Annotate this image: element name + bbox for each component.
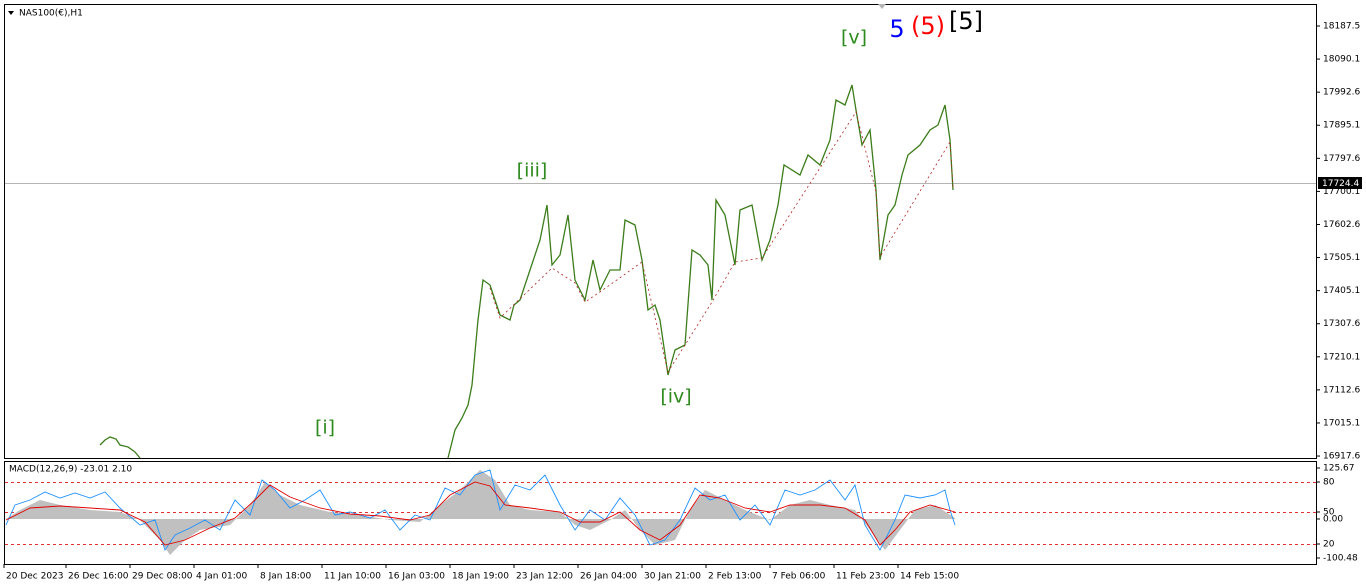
macd-axis-label: -100.48 bbox=[1323, 554, 1358, 564]
price-label: 17112.6 bbox=[1323, 385, 1360, 395]
macd-axis-label: 80 bbox=[1323, 478, 1335, 488]
macd-panel bbox=[4, 461, 1317, 565]
shift-marker bbox=[878, 4, 886, 9]
price-label: 18090.1 bbox=[1323, 55, 1360, 65]
macd-label: MACD(12,26,9) -23.01 2.10 bbox=[9, 465, 132, 475]
price-label: 17307.6 bbox=[1323, 319, 1360, 329]
time-label: 11 Feb 23:00 bbox=[836, 572, 895, 582]
price-label: 17797.6 bbox=[1323, 154, 1360, 164]
macd-axis-label: 50 bbox=[1323, 508, 1335, 518]
price-label: 17992.6 bbox=[1323, 88, 1360, 98]
macd-histogram bbox=[6, 470, 955, 555]
price-label: 17405.1 bbox=[1323, 286, 1360, 296]
time-label: 20 Dec 2023 bbox=[6, 572, 64, 582]
price-label: 17700.1 bbox=[1323, 187, 1360, 197]
price-panel bbox=[4, 4, 1317, 459]
wave-label: [5] bbox=[949, 7, 983, 35]
macd-axis-label: 0.00 bbox=[1323, 515, 1343, 525]
price-label: 18187.5 bbox=[1323, 22, 1360, 32]
wave-label: [i] bbox=[315, 417, 335, 439]
time-label: 23 Jan 12:00 bbox=[516, 572, 573, 582]
wave-label: [iii] bbox=[517, 160, 548, 182]
price-label: 17602.6 bbox=[1323, 220, 1360, 230]
macd-line bbox=[5, 469, 956, 552]
current-price-box bbox=[1318, 177, 1362, 189]
wave-label: [iv] bbox=[660, 386, 691, 408]
price-label: 16917.6 bbox=[1323, 452, 1360, 462]
price-series bbox=[99, 436, 141, 459]
time-label: 29 Dec 08:00 bbox=[132, 572, 193, 582]
price-label: 17210.1 bbox=[1323, 352, 1360, 362]
price-label: 17895.1 bbox=[1323, 121, 1360, 131]
time-label: 26 Jan 04:00 bbox=[580, 572, 637, 582]
symbol-label: NAS100(€),H1 bbox=[19, 9, 83, 19]
wave-label: 5 bbox=[889, 15, 904, 43]
wave-label: [v] bbox=[841, 27, 867, 49]
time-label: 30 Jan 21:00 bbox=[644, 572, 701, 582]
macd-axis-label: 20 bbox=[1323, 540, 1335, 550]
time-label: 8 Jan 18:00 bbox=[260, 572, 312, 582]
time-label: 2 Feb 13:00 bbox=[708, 572, 762, 582]
time-label: 14 Feb 15:00 bbox=[900, 572, 959, 582]
time-label: 4 Jan 01:00 bbox=[196, 572, 248, 582]
time-label: 26 Dec 16:00 bbox=[68, 572, 129, 582]
time-label: 11 Jan 10:00 bbox=[324, 572, 381, 582]
price-label: 17505.1 bbox=[1323, 253, 1360, 263]
wave-label: (5) bbox=[911, 12, 945, 40]
macd-axis-label: 125.67 bbox=[1323, 464, 1355, 474]
price-label: 17015.1 bbox=[1323, 418, 1360, 428]
dropdown-icon bbox=[8, 11, 14, 15]
signal-line bbox=[5, 481, 956, 546]
current-price: 17724.4 bbox=[1322, 179, 1359, 189]
price-series-bearish bbox=[489, 111, 954, 374]
time-label: 16 Jan 03:00 bbox=[388, 572, 445, 582]
time-label: 7 Feb 06:00 bbox=[772, 572, 826, 582]
price-series bbox=[447, 84, 954, 459]
time-label: 18 Jan 19:00 bbox=[452, 572, 509, 582]
